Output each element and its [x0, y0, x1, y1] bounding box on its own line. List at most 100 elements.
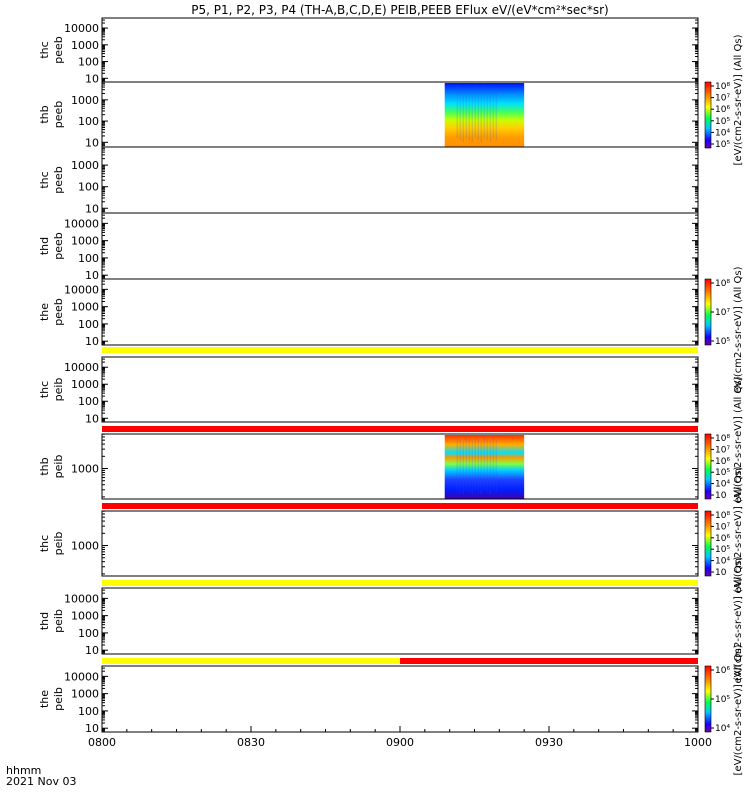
colorbar: [705, 279, 711, 345]
spectrogram-noise: [493, 437, 494, 490]
panel-frame: [102, 357, 698, 422]
spectrogram-noise: [463, 441, 464, 494]
spectrogram-noise: [472, 89, 473, 142]
colorbar-tick-label: 10⁶: [715, 666, 730, 676]
panel-probe-label: the: [38, 690, 51, 708]
colorbar-label-1: [eV/(cm2-s-sr-eV)] (All Qs): [733, 34, 744, 165]
panel-frame: [102, 588, 698, 654]
panel-product-label: peib: [52, 532, 65, 556]
panel-2: 10 100 1000 thb peeb: [38, 82, 698, 149]
spectrogram-noise: [496, 439, 497, 492]
ytick-label: 1000: [71, 301, 99, 314]
status-bar-segment: [102, 658, 400, 664]
xtick-label: 0800: [88, 736, 116, 749]
panel-7: 1000thb peib: [38, 434, 698, 499]
ytick-label: 1000: [71, 235, 99, 248]
colorbar-tick-label: 10⁳: [715, 568, 727, 578]
colorbar-tick-label: 10⁸: [715, 279, 730, 289]
panel-frame: [102, 82, 698, 147]
spectrogram-noise: [460, 87, 461, 140]
spectrogram-noise: [496, 87, 497, 140]
ytick-label: 100: [78, 705, 99, 718]
ytick-label: 100: [78, 252, 99, 265]
ytick-label: 100: [78, 181, 99, 194]
colorbar-tick-label: 10⁸: [715, 511, 730, 521]
panel-product-label: peeb: [52, 166, 65, 194]
colorbar-label-2: eV/(cm2-s-sr-eV)] (All Qs): [733, 266, 744, 393]
ytick-label: 10000: [64, 592, 99, 605]
ytick-label: 10000: [64, 283, 99, 296]
ytick-label: 10: [85, 136, 99, 149]
ytick-label: 10: [85, 72, 99, 85]
colorbar-tick-label: 10⁷: [715, 94, 730, 104]
panel-product-label: peib: [52, 455, 65, 479]
ytick-label: 100: [78, 56, 99, 69]
ytick-label: 10: [85, 269, 99, 282]
ytick-label: 10: [85, 335, 99, 348]
panel-9: 10 100 1000 10000 thd peib: [38, 588, 698, 657]
ytick-label: 10000: [64, 670, 99, 683]
colorbar-tick-label: 10⁴: [715, 128, 730, 138]
spectrogram-noise: [478, 439, 479, 492]
panel-8: 1000 thc peib: [38, 511, 698, 576]
xtick-label: 0900: [386, 736, 414, 749]
ytick-label: 1000: [71, 94, 99, 107]
ytick-label: 1000: [71, 610, 99, 623]
panel-product-label: peeb: [52, 298, 65, 326]
spectrogram-noise: [475, 85, 476, 138]
ytick-label: 100: [78, 115, 99, 128]
ytick-label: 1000: [71, 378, 99, 391]
status-bar-segment: [102, 503, 698, 509]
colorbar: [705, 82, 711, 148]
ytick-label: 100: [78, 395, 99, 408]
colorbar: [705, 511, 711, 576]
ytick-label: 100: [78, 318, 99, 331]
colorbar-tick-label: 10⁴: [715, 480, 730, 490]
xtick-label: 0930: [535, 736, 563, 749]
spectrogram-noise: [493, 85, 494, 138]
colorbar-tick-label: 10⁵: [715, 117, 730, 127]
colorbars-group: 10⁵10⁴10⁵10⁶10⁷10⁸10⁵10⁷10⁸10⁳10⁴10⁵10⁶1…: [705, 82, 730, 734]
status-bar-segment: [102, 426, 698, 432]
panel-frame: [102, 666, 698, 732]
panel-probe-label: thd: [38, 237, 51, 255]
colorbar-tick-label: 10⁴: [715, 724, 730, 734]
ytick-label: 1000: [71, 39, 99, 52]
colorbar-tick-label: 10⁴: [715, 557, 730, 567]
time-axis: 0800 0830 0900 0930 1000: [88, 726, 712, 749]
panel-frame: [102, 434, 698, 499]
colorbar-tick-label: 10⁶: [715, 457, 730, 467]
colorbar-tick-label: 10⁷: [715, 522, 730, 532]
spectrogram-noise: [469, 87, 470, 140]
spectrogram-noise: [460, 439, 461, 492]
panel-probe-label: thc: [38, 171, 51, 188]
ytick-label: 100: [78, 627, 99, 640]
panel-product-label: peeb: [52, 36, 65, 64]
spectrogram-noise: [466, 85, 467, 138]
status-bars-group: [102, 347, 698, 664]
spectrogram-noise: [469, 439, 470, 492]
ytick-label: 1000: [71, 688, 99, 701]
panel-product-label: peib: [52, 609, 65, 633]
ytick-label: 10000: [64, 361, 99, 374]
colorbar-tick-label: 10⁸: [715, 434, 730, 444]
colorbar-tick-label: 10⁵: [715, 140, 730, 150]
colorbar-tick-label: 10⁳: [715, 491, 727, 501]
panel-product-label: peib: [52, 687, 65, 711]
colorbar-tick-label: 10⁶: [715, 534, 730, 544]
spectrogram-noise: [475, 437, 476, 490]
spectrogram-noise: [484, 85, 485, 138]
colorbar-tick-label: 10⁸: [715, 82, 730, 92]
panel-6: 10 100 1000 10000 thc peib: [38, 357, 698, 425]
panel-frame: [102, 147, 698, 213]
spectrogram-noise: [466, 437, 467, 490]
status-bar-segment: [400, 658, 698, 664]
ytick-label: 1000: [71, 540, 99, 553]
colorbar-tick-label: 10⁵: [715, 545, 730, 555]
panel-product-label: peeb: [52, 232, 65, 260]
panel-frame: [102, 18, 698, 82]
panels-group: 10100100010000thc peeb101001000thb peeb101…: [38, 18, 698, 735]
ytick-label: 10000: [64, 22, 99, 35]
spectrogram-noise: [487, 439, 488, 492]
